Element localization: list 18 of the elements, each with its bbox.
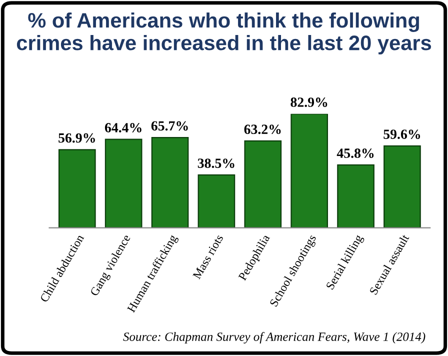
bar (198, 174, 236, 228)
data-label: 59.6% (384, 130, 420, 140)
source-note: Source: Chapman Survey of American Fears, Wave 1 (2014) (123, 332, 426, 344)
bar (244, 140, 282, 228)
data-label: 63.2% (244, 124, 281, 134)
bar (290, 114, 328, 228)
bar (151, 137, 189, 228)
data-label: 38.5% (198, 158, 234, 168)
bar (337, 164, 374, 228)
data-label: 82.9% (290, 98, 328, 107)
data-label: 45.8% (336, 148, 374, 158)
bar (104, 138, 142, 228)
bar (58, 149, 96, 228)
chart-title: % of Americans who think the following crimes have increased in the last 20 years (16, 12, 432, 54)
data-label: 65.7% (151, 121, 188, 131)
data-label: 56.9% (58, 133, 95, 143)
data-label: 64.4% (104, 122, 142, 132)
bar (384, 145, 421, 228)
